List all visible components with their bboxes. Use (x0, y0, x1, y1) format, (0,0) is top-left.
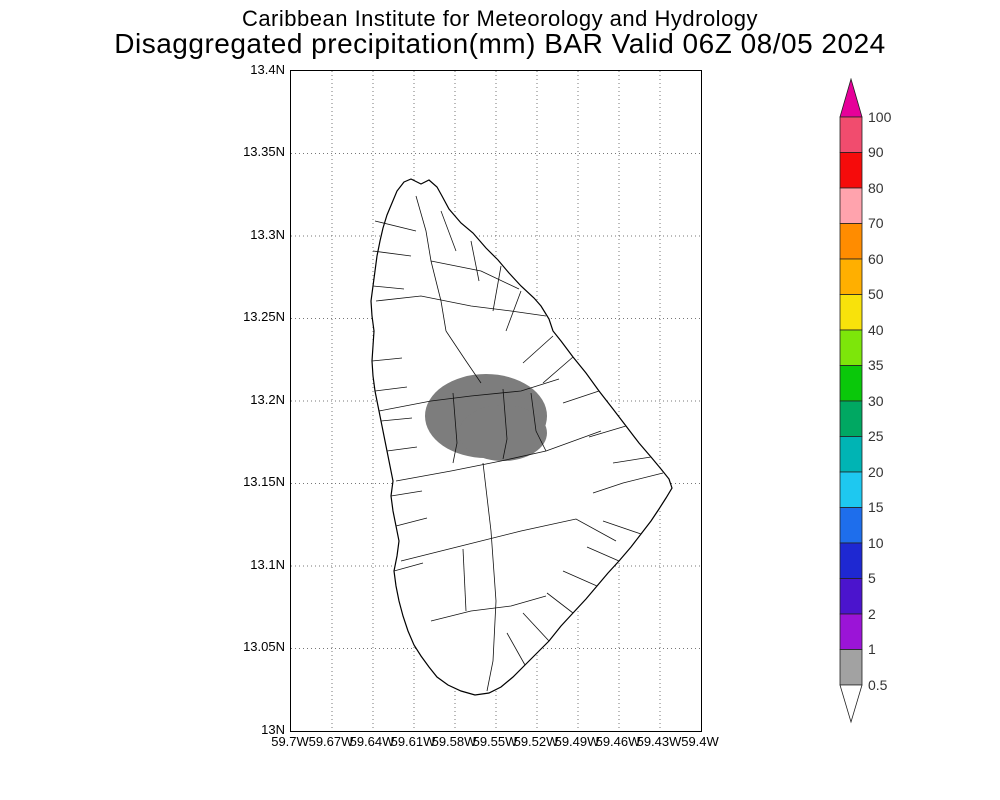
lon-label: 59.64W (349, 734, 395, 749)
lat-label: 13.05N (243, 639, 285, 654)
legend-label: 0.5 (868, 677, 888, 693)
color-scale-bar (839, 78, 863, 724)
legend-band (839, 187, 863, 224)
legend-label: 30 (868, 393, 884, 409)
lat-label: 13.3N (250, 227, 285, 242)
lon-label: 59.67W (308, 734, 354, 749)
lat-label: 13.1N (250, 557, 285, 572)
legend-label: 1 (868, 641, 876, 657)
legend-band (839, 436, 863, 473)
legend-band (839, 329, 863, 366)
lon-label: 59.61W (390, 734, 436, 749)
lon-label: 59.7W (271, 734, 309, 749)
lat-label: 13.35N (243, 144, 285, 159)
precip-shaded-region (425, 374, 547, 461)
legend-label: 15 (868, 499, 884, 515)
legend-label: 70 (868, 215, 884, 231)
legend-label: 35 (868, 357, 884, 373)
lat-label: 13N (261, 722, 285, 737)
legend-band (839, 471, 863, 508)
lat-label: 13.4N (250, 62, 285, 77)
legend-band (839, 152, 863, 189)
legend-label: 90 (868, 144, 884, 160)
legend-label: 25 (868, 428, 884, 444)
legend-label: 20 (868, 464, 884, 480)
lon-label: 59.49W (554, 734, 600, 749)
legend-band (839, 578, 863, 615)
lon-label: 59.58W (431, 734, 477, 749)
legend-band (839, 365, 863, 402)
map-plot-area (290, 70, 702, 732)
page-title: Caribbean Institute for Meteorology and … (241, 6, 759, 31)
legend-label: 100 (868, 109, 892, 125)
legend-label: 40 (868, 322, 884, 338)
watershed-boundaries (371, 195, 664, 692)
scale-over-arrow (839, 78, 863, 118)
lon-label: 59.55W (472, 734, 518, 749)
legend-label: 2 (868, 606, 876, 622)
page-subtitle: Disaggregated precipitation(mm) BAR Vali… (114, 28, 886, 59)
legend-label: 10 (868, 535, 884, 551)
lat-label: 13.25N (243, 309, 285, 324)
legend-band (839, 294, 863, 331)
legend-label: 60 (868, 251, 884, 267)
lon-label: 59.43W (636, 734, 682, 749)
lon-label: 59.46W (595, 734, 641, 749)
barbados-map-svg (291, 71, 701, 731)
legend-band (839, 400, 863, 437)
legend-label: 80 (868, 180, 884, 196)
legend-band (839, 258, 863, 295)
scale-under-arrow (839, 684, 863, 724)
lat-label: 13.2N (250, 392, 285, 407)
legend-band (839, 116, 863, 153)
legend-label: 50 (868, 286, 884, 302)
legend-band (839, 613, 863, 650)
legend-band (839, 223, 863, 260)
legend-band (839, 649, 863, 686)
legend-label: 5 (868, 570, 876, 586)
lon-label: 59.4W (681, 734, 719, 749)
legend-band (839, 507, 863, 544)
lon-label: 59.52W (513, 734, 559, 749)
legend-band (839, 542, 863, 579)
lat-label: 13.15N (243, 474, 285, 489)
